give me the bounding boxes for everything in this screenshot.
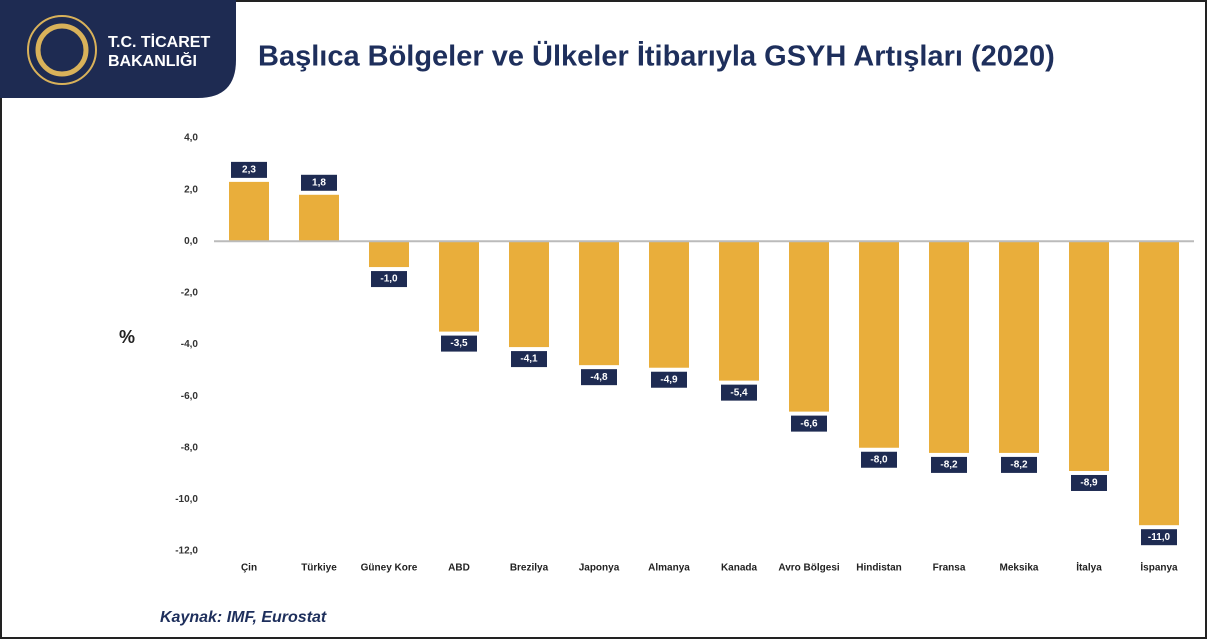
bar [299, 194, 339, 242]
bar [1069, 241, 1109, 471]
bar [579, 241, 619, 366]
x-tick-label: Güney Kore [361, 563, 418, 574]
x-tick-label: Almanya [648, 563, 690, 574]
value-label: -4,9 [660, 374, 678, 385]
y-tick-label: -10,0 [175, 494, 198, 505]
value-label: -8,2 [940, 460, 958, 471]
y-tick-label: 0,0 [184, 236, 198, 247]
y-axis-label: % [119, 327, 135, 347]
x-tick-label: Çin [241, 563, 257, 574]
y-tick-label: 2,0 [184, 184, 198, 195]
value-label-box [1001, 456, 1037, 473]
bar [859, 241, 899, 448]
value-label: 1,8 [312, 177, 326, 188]
x-tick-label: Türkiye [301, 563, 337, 574]
y-tick-label: -6,0 [181, 391, 199, 402]
value-label-box [791, 415, 827, 432]
value-label: -8,2 [1010, 460, 1028, 471]
x-tick-label: Meksika [1000, 563, 1039, 574]
y-tick-label: -4,0 [181, 339, 199, 350]
y-tick-label: -12,0 [175, 546, 198, 557]
bar [369, 241, 409, 268]
value-label-box [231, 161, 267, 178]
value-label-box [931, 456, 967, 473]
bar [789, 241, 829, 412]
value-label: -4,8 [590, 372, 608, 383]
value-label: -3,5 [450, 338, 468, 349]
value-label-box [371, 271, 407, 288]
value-label-box [1071, 474, 1107, 491]
value-label-box [301, 174, 337, 191]
value-label-box [581, 369, 617, 386]
source: Kaynak: IMF, Eurostat [160, 609, 327, 626]
value-label: -11,0 [1148, 532, 1171, 543]
value-label: -5,4 [730, 387, 748, 398]
x-tick-label: Brezilya [510, 563, 549, 574]
y-tick-label: -8,0 [181, 442, 199, 453]
chart-title: Başlıca Bölgeler ve Ülkeler İtibarıyla G… [258, 40, 1055, 73]
bar [929, 241, 969, 453]
value-label-box [721, 384, 757, 401]
value-label: 2,3 [242, 165, 256, 176]
value-label: -8,0 [870, 454, 888, 465]
value-label-box [511, 351, 547, 368]
x-tick-label: Fransa [933, 563, 966, 574]
y-tick-label: 4,0 [184, 133, 198, 144]
value-label-box [1141, 529, 1177, 546]
bar [439, 241, 479, 332]
value-label: -1,0 [380, 274, 398, 285]
value-label: -6,6 [800, 418, 818, 429]
x-tick-label: İspanya [1140, 561, 1178, 574]
logo-inner [35, 23, 89, 77]
logo-text: T.C. TİCARET [108, 33, 210, 51]
x-tick-label: ABD [448, 563, 470, 574]
y-tick-label: -2,0 [181, 288, 199, 299]
bar [229, 181, 269, 242]
value-label-box [651, 371, 687, 388]
x-tick-label: Japonya [579, 563, 620, 574]
x-tick-label: İtalya [1076, 561, 1102, 574]
value-label-box [861, 451, 897, 468]
value-label: -8,9 [1080, 478, 1098, 489]
value-label: -4,1 [520, 354, 538, 365]
logo-ring [27, 15, 97, 85]
value-label-box [441, 335, 477, 352]
bar [999, 241, 1039, 453]
bar [719, 241, 759, 381]
bar [509, 241, 549, 348]
x-tick-label: Avro Bölgesi [778, 563, 840, 574]
logo-text: BAKANLIĞI [108, 51, 197, 70]
x-tick-label: Hindistan [856, 563, 902, 574]
bar [1139, 241, 1179, 526]
x-tick-label: Kanada [721, 563, 758, 574]
bar [649, 241, 689, 368]
